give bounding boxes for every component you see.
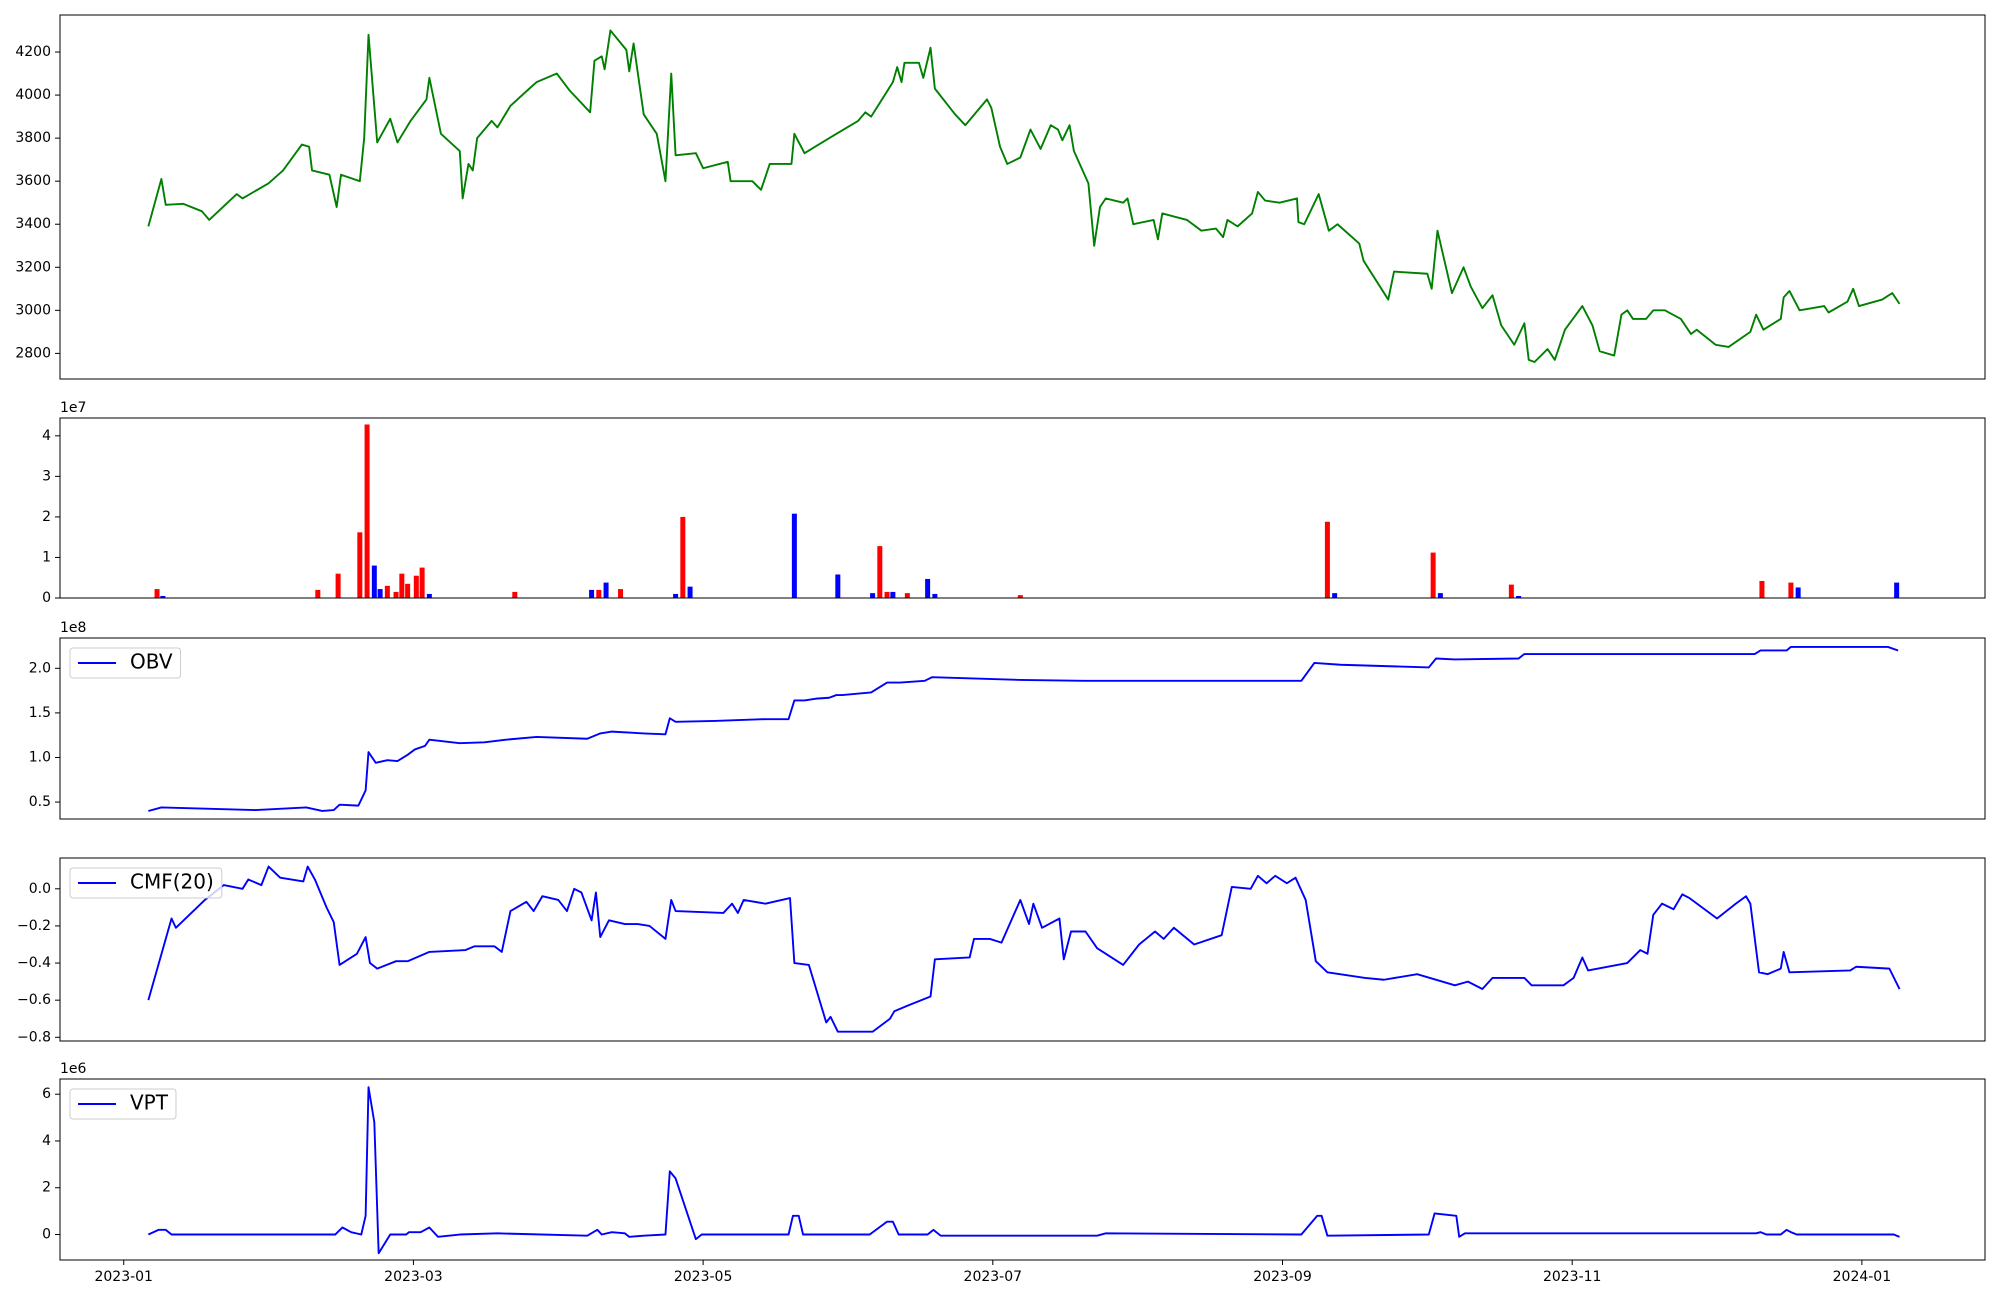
y-tick-label: −0.8 xyxy=(17,1029,51,1045)
y-tick-label: 3000 xyxy=(15,302,51,318)
y-tick-label: 4200 xyxy=(15,44,51,60)
y-tick-label: 6 xyxy=(42,1086,51,1102)
y-tick-label: 0 xyxy=(42,1227,51,1243)
volume-bar xyxy=(1759,580,1765,598)
volume-bar xyxy=(426,593,432,598)
volume-bar xyxy=(364,424,370,598)
legend-label: OBV xyxy=(130,650,173,674)
x-tick-label: 2023-07 xyxy=(964,1269,1023,1285)
volume-bar xyxy=(1437,593,1443,598)
y-tick-label: −0.2 xyxy=(17,918,51,934)
y-tick-label: 3200 xyxy=(15,259,51,275)
volume-bar xyxy=(1516,595,1522,598)
axes-frame xyxy=(59,417,1986,599)
volume-bar xyxy=(413,575,419,598)
volume-bar xyxy=(618,589,624,598)
volume-bar xyxy=(673,593,679,598)
volume-bar xyxy=(154,589,160,598)
y-tick-label: 2 xyxy=(42,1180,51,1196)
series-line xyxy=(147,29,1901,363)
volume-bar xyxy=(393,591,399,598)
y-tick-label: 2.0 xyxy=(29,660,51,676)
y-tick-label: −0.4 xyxy=(17,955,51,971)
legend-box xyxy=(69,867,223,899)
legend-label: VPT xyxy=(130,1091,169,1115)
y-tick-label: 1.5 xyxy=(29,705,51,721)
volume-bar xyxy=(835,574,841,598)
y-tick-label: 4000 xyxy=(15,87,51,103)
offset-label: 1e6 xyxy=(60,1061,87,1077)
y-tick-label: 3800 xyxy=(15,130,51,146)
volume-bar xyxy=(680,516,686,598)
x-tick-label: 2023-09 xyxy=(1253,1269,1312,1285)
y-tick-label: 1 xyxy=(42,549,51,565)
y-tick-label: 0.5 xyxy=(29,794,51,810)
volume-bar xyxy=(1788,582,1794,598)
volume-bar xyxy=(932,593,938,598)
series-line xyxy=(147,1086,1900,1255)
volume-bar xyxy=(1795,587,1801,598)
y-tick-label: 4 xyxy=(42,1133,51,1149)
legend-box xyxy=(69,647,182,679)
volume-bar xyxy=(791,513,797,598)
volume-bar xyxy=(160,595,166,598)
volume-bar xyxy=(371,565,377,598)
volume-bar xyxy=(512,591,518,598)
y-tick-label: −0.6 xyxy=(17,992,51,1008)
y-tick-label: 2800 xyxy=(15,345,51,361)
axes-frame xyxy=(59,637,1986,820)
volume-bar xyxy=(405,583,411,598)
legend: CMF(20) xyxy=(69,867,223,899)
volume-bar xyxy=(1894,582,1900,598)
volume-bar xyxy=(589,589,595,598)
y-tick-label: 4 xyxy=(42,428,51,444)
legend: OBV xyxy=(69,647,182,679)
x-tick-label: 2024-01 xyxy=(1833,1269,1892,1285)
series-line xyxy=(148,645,1899,812)
axes-frame xyxy=(59,1078,1986,1261)
volume-bar xyxy=(596,589,602,598)
legend: VPT xyxy=(69,1088,177,1120)
y-tick-label: 0 xyxy=(42,590,51,606)
x-tick-label: 2023-05 xyxy=(674,1269,733,1285)
volume-bar xyxy=(877,546,883,598)
y-tick-label: 1.0 xyxy=(29,749,51,765)
legend-box xyxy=(69,1088,177,1120)
volume-bar xyxy=(357,532,363,598)
y-tick-label: 0.0 xyxy=(29,881,51,897)
volume-bar xyxy=(1430,552,1436,598)
x-tick-label: 2023-01 xyxy=(94,1269,153,1285)
volume-bar xyxy=(1332,593,1338,598)
x-tick-label: 2023-03 xyxy=(384,1269,443,1285)
y-tick-label: 3 xyxy=(42,468,51,484)
volume-bar xyxy=(884,591,890,598)
volume-bar xyxy=(1017,595,1023,598)
volume-bar xyxy=(687,586,693,598)
volume-bar xyxy=(1324,521,1330,598)
axes-frame xyxy=(59,857,1986,1042)
volume-bar xyxy=(890,591,896,598)
volume-bar xyxy=(384,585,390,598)
volume-bar xyxy=(904,593,910,598)
volume-bar xyxy=(1508,584,1514,598)
legend-label: CMF(20) xyxy=(130,870,214,894)
offset-label: 1e8 xyxy=(60,620,86,636)
series-line xyxy=(147,865,1901,1033)
volume-bar xyxy=(603,582,609,598)
volume-bar xyxy=(399,573,405,598)
y-tick-label: 3600 xyxy=(15,173,51,189)
y-tick-label: 3400 xyxy=(15,216,51,232)
volume-bar xyxy=(925,578,931,598)
volume-bar xyxy=(315,589,321,598)
volume-bar xyxy=(335,573,341,598)
offset-label: 1e7 xyxy=(60,400,86,416)
volume-bar xyxy=(870,593,876,598)
volume-bar xyxy=(419,567,425,598)
axes-frame xyxy=(59,14,1986,380)
y-tick-label: 2 xyxy=(42,509,51,525)
volume-bar xyxy=(377,589,383,598)
x-tick-label: 2023-11 xyxy=(1543,1269,1602,1285)
